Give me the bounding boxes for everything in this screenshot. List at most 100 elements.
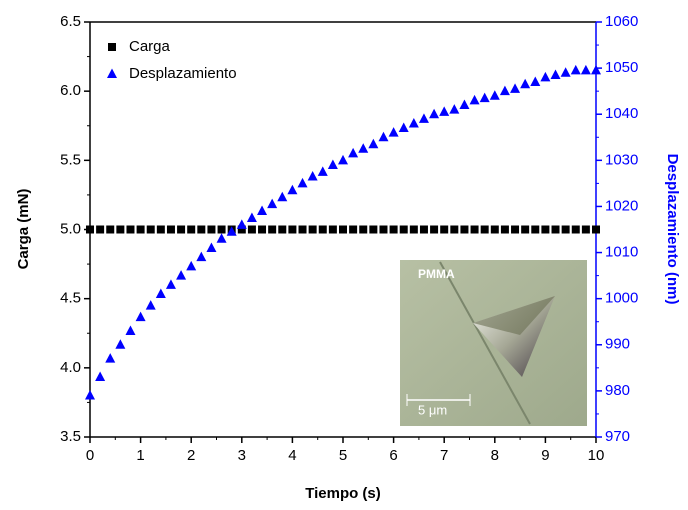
data-point	[499, 85, 510, 96]
data-point	[106, 225, 115, 234]
y2-tick-label: 1030	[605, 151, 638, 168]
data-point	[176, 270, 187, 280]
scratch	[439, 261, 531, 425]
data-point	[349, 225, 358, 234]
data-point	[561, 225, 570, 234]
data-point	[197, 225, 206, 234]
x-tick-label: 6	[389, 447, 397, 464]
indent-face	[473, 296, 555, 335]
data-point	[531, 225, 540, 234]
data-point	[116, 225, 125, 234]
data-point	[510, 83, 521, 93]
data-point	[277, 191, 288, 202]
data-point	[298, 225, 307, 234]
data-point	[359, 225, 368, 234]
data-point	[327, 159, 338, 169]
data-point	[560, 67, 571, 77]
data-point	[490, 225, 499, 234]
data-point	[288, 225, 297, 234]
data-point	[530, 76, 541, 86]
inset-label: PMMA	[418, 267, 455, 281]
data-point	[105, 353, 116, 363]
data-point	[237, 225, 246, 234]
y2-tick-label: 1040	[605, 105, 638, 122]
data-point	[145, 300, 156, 310]
data-point	[470, 225, 479, 234]
data-point	[479, 92, 490, 103]
data-point	[96, 225, 105, 234]
data-point	[500, 225, 509, 234]
data-point	[418, 113, 429, 123]
data-point	[307, 170, 318, 181]
data-point	[317, 166, 328, 176]
data-point	[541, 225, 550, 234]
data-point	[247, 225, 256, 234]
data-point	[226, 226, 237, 236]
data-point	[581, 225, 590, 234]
data-point	[348, 147, 359, 158]
data-point	[551, 225, 560, 234]
data-point	[126, 225, 135, 234]
data-point	[358, 143, 369, 153]
data-point	[571, 225, 580, 234]
data-point	[570, 64, 581, 75]
data-point	[429, 108, 440, 119]
y-tick-label: 4.0	[60, 359, 81, 376]
inset-scale: 5 μm	[418, 402, 447, 417]
y-tick-label: 5.5	[60, 151, 81, 168]
data-point	[206, 242, 217, 252]
x-tick-label: 9	[541, 447, 549, 464]
data-point	[439, 106, 450, 116]
data-point	[125, 325, 136, 335]
data-point	[378, 131, 389, 142]
data-point	[166, 225, 175, 234]
x-tick-label: 0	[86, 447, 94, 464]
x-tick-label: 7	[440, 447, 448, 464]
data-point	[136, 225, 145, 234]
data-point	[85, 390, 95, 400]
data-point	[156, 225, 165, 234]
data-point	[177, 225, 186, 234]
y2-tick-label: 1000	[605, 290, 638, 307]
data-point	[489, 90, 500, 100]
data-point	[115, 339, 126, 349]
x-tick-label: 2	[187, 447, 195, 464]
data-point	[540, 71, 551, 82]
data-point	[419, 225, 428, 234]
data-point	[339, 225, 347, 234]
data-point	[398, 122, 409, 133]
data-point	[155, 288, 166, 299]
y-tick-label: 5.0	[60, 220, 81, 237]
data-point	[409, 225, 418, 234]
data-point	[580, 64, 591, 75]
data-point	[196, 251, 207, 262]
data-point	[297, 177, 308, 188]
x-tick-label: 1	[136, 447, 144, 464]
data-point	[450, 225, 459, 234]
x-tick-label: 10	[588, 447, 605, 464]
data-point	[520, 78, 531, 89]
data-point	[287, 184, 298, 195]
data-point	[236, 219, 247, 229]
data-point	[408, 117, 419, 128]
data-point	[328, 225, 337, 234]
data-point	[207, 225, 216, 234]
data-point	[278, 225, 287, 234]
data-point	[521, 225, 530, 234]
data-point	[135, 311, 146, 322]
inset-image: PMMA 5 μm	[400, 260, 587, 426]
data-point	[95, 371, 106, 382]
data-point	[550, 69, 561, 80]
y2-tick-label: 1020	[605, 197, 638, 214]
y2-axis-label: Desplazamiento (nm)	[664, 154, 681, 305]
data-point	[368, 138, 379, 149]
y-axis-label: Carga (mN)	[15, 189, 32, 270]
data-point	[86, 225, 94, 234]
data-point	[480, 225, 489, 234]
data-point	[187, 225, 196, 234]
data-point	[440, 225, 449, 234]
data-point	[267, 198, 278, 209]
y2-tick-label: 1010	[605, 244, 638, 261]
y2-tick-label: 990	[605, 336, 630, 353]
